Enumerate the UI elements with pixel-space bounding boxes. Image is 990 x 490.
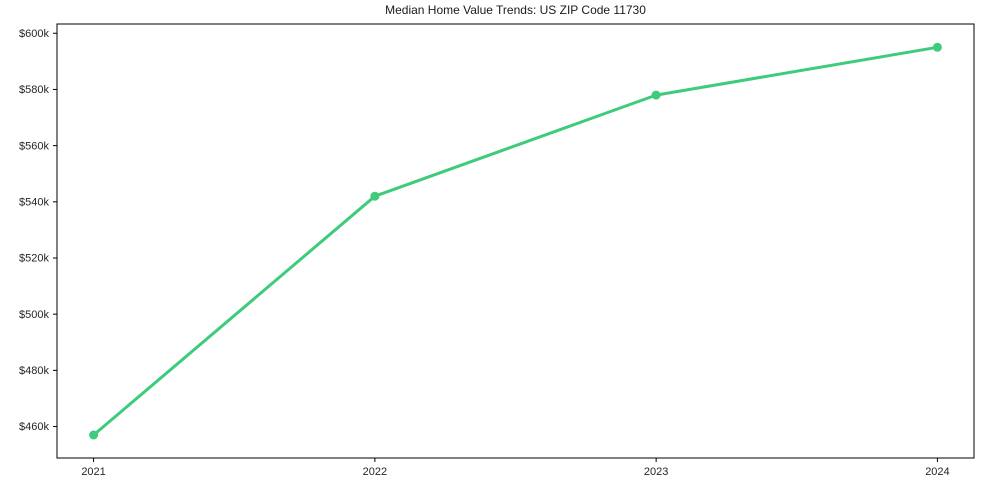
x-tick-label: 2022 (363, 466, 387, 478)
y-tick-label: $560k (19, 140, 49, 152)
y-tick-label: $540k (19, 196, 49, 208)
plot-border (56, 23, 975, 459)
y-tick-label: $520k (19, 253, 49, 265)
y-tick-label: $580k (19, 84, 49, 96)
chart-title: Median Home Value Trends: US ZIP Code 11… (385, 3, 646, 17)
data-point-marker (89, 430, 99, 440)
y-tick-label: $500k (19, 309, 49, 321)
trend-line (92, 45, 939, 437)
y-tick-label: $600k (19, 28, 49, 40)
x-tick-label: 2023 (644, 466, 668, 478)
x-tick-label: 2024 (925, 466, 949, 478)
y-tick-label: $460k (19, 421, 49, 433)
y-tick-label: $480k (19, 365, 49, 377)
data-point-marker (932, 42, 942, 52)
data-point-marker (651, 90, 661, 100)
data-point-marker (370, 191, 380, 201)
x-tick-label: 2021 (81, 466, 105, 478)
